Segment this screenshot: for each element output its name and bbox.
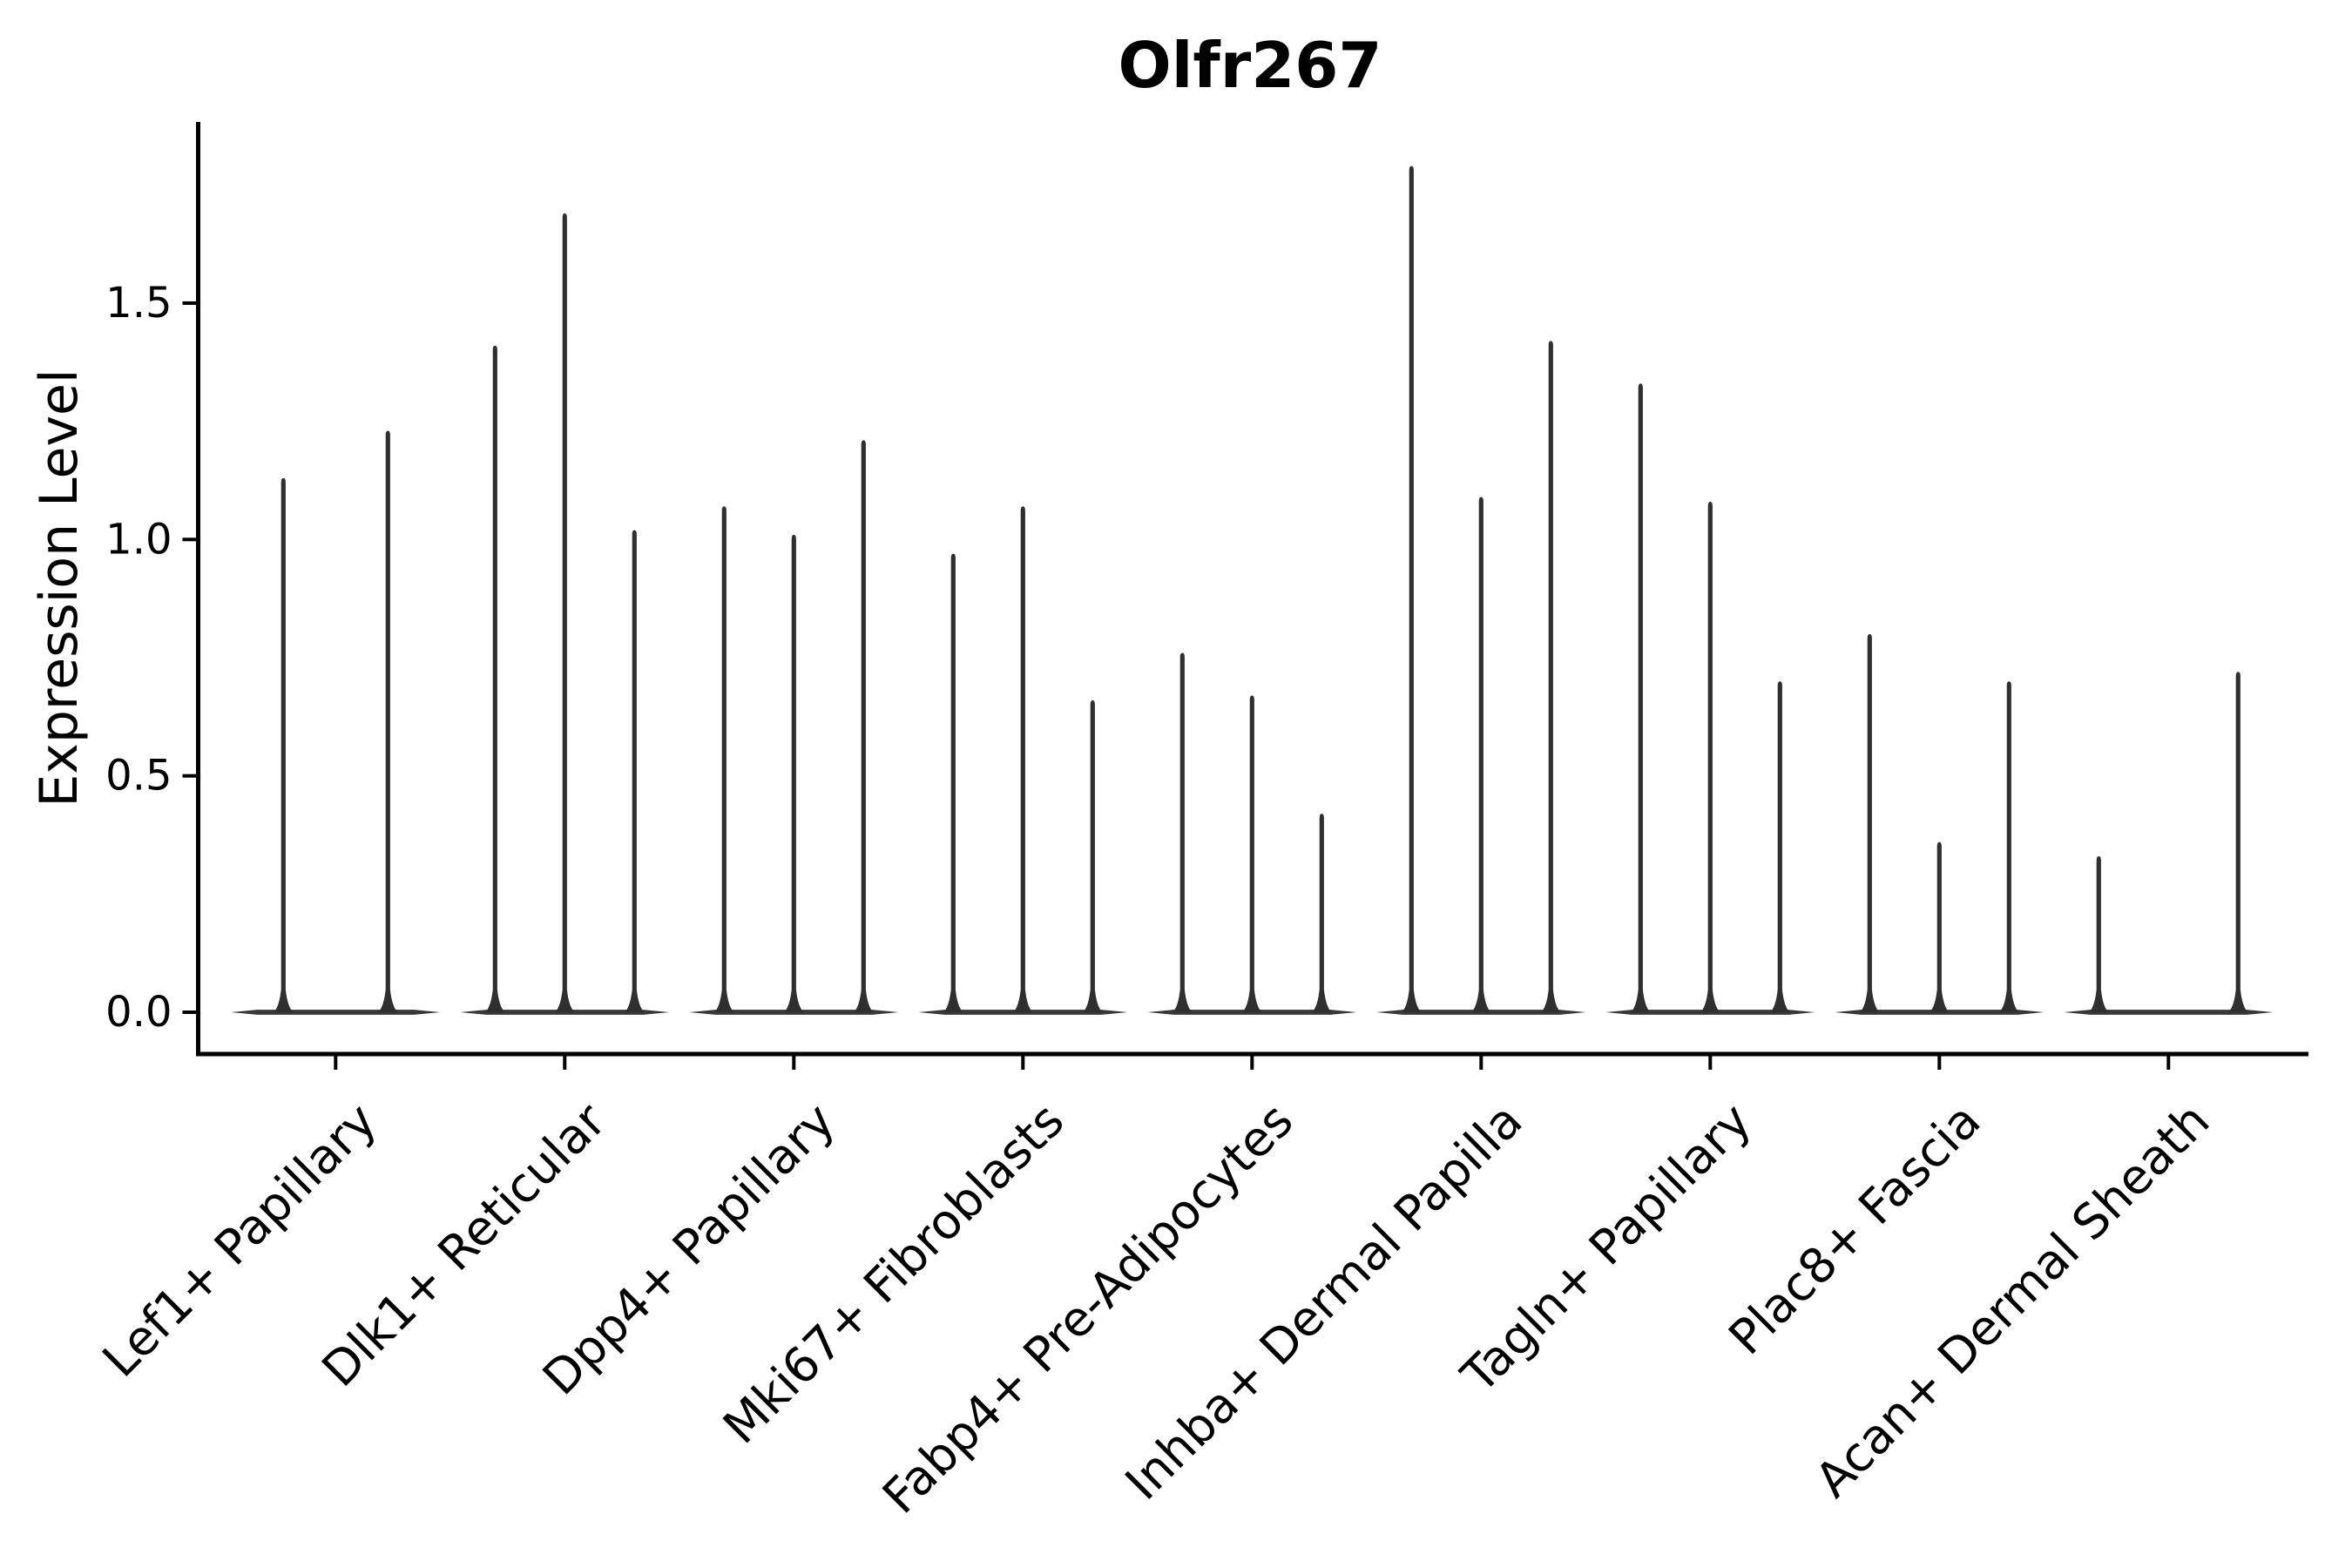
violin-spike [1631,383,1651,1013]
violin-spike [943,553,963,1012]
violin-group [231,430,441,1015]
violin-spike [1471,497,1491,1012]
violin-spike [2228,672,2248,1012]
x-tick-label: Acan+ Dermal Sheath [1804,1092,2220,1508]
y-tick-label: 1.5 [105,279,172,328]
y-axis-label: Expression Level [29,368,90,807]
violin-spike [1242,695,1262,1012]
violin-baseline [2064,1010,2274,1015]
violin-group [1605,383,1815,1015]
violin-spike [1013,506,1033,1012]
y-tick-label: 0.0 [105,988,172,1037]
violin-group [1835,633,2044,1015]
violin-group [2064,672,2274,1015]
violin-spike [1860,633,1880,1012]
y-axis-ticks: 0.0 0.5 1.0 1.5 [105,279,197,1037]
violin-spike [1930,841,1950,1012]
y-tick-label: 0.5 [105,752,172,801]
violin-spike [1999,681,2019,1012]
violin-group [1376,166,1586,1015]
violin-group [918,506,1128,1015]
violin-spike [1083,700,1103,1012]
violin-spike [1402,166,1422,1012]
violin-spike [485,345,505,1013]
chart-title: Olfr267 [1118,29,1382,102]
violin-spike [555,213,575,1012]
violin-spike [1173,652,1193,1012]
violin-spike [714,506,734,1012]
violin-spike [1700,501,1720,1012]
violin-group [1147,652,1357,1015]
x-tick-label: Fabp4+ Pre-Adipocytes [872,1092,1304,1524]
violin-spike [1770,681,1790,1012]
violin-spike [274,477,294,1012]
violin-spike [378,430,398,1012]
violin-spike [1312,814,1332,1012]
violin-baseline [231,1010,441,1015]
violin-spike [2089,855,2109,1012]
violins [231,166,2274,1015]
x-tick-label: Inhba+ Dermal Papilla [1114,1092,1532,1511]
violin-spike [854,440,874,1012]
violin-spike [1541,341,1561,1013]
violin-group [460,213,670,1015]
y-tick-label: 1.0 [105,515,172,564]
violin-spike [784,534,804,1012]
violin-spike [625,530,645,1012]
violin-group [689,440,899,1015]
